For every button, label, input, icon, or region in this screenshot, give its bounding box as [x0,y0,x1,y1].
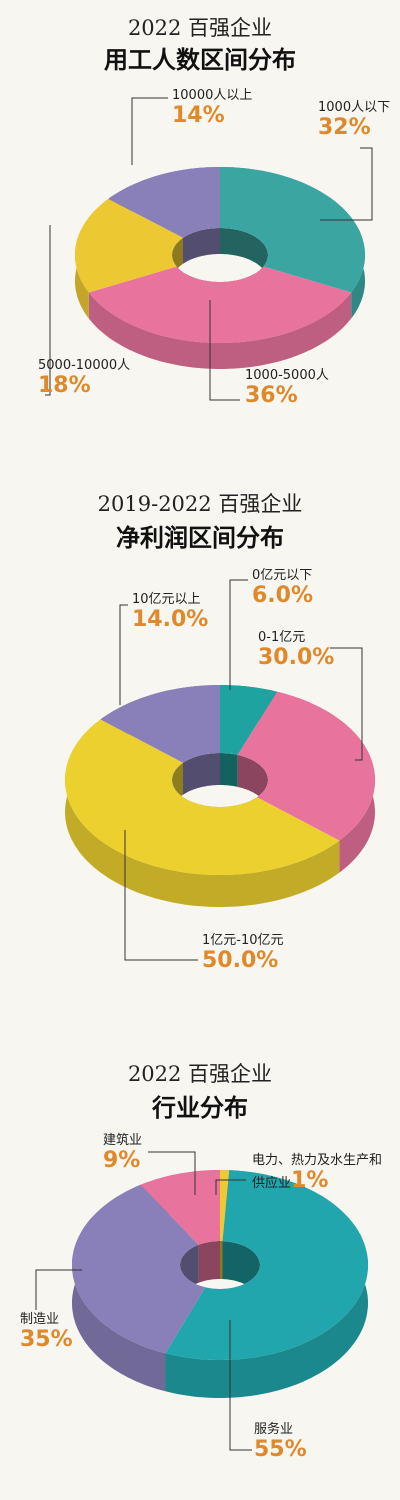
slice-label: 建筑业 9% [103,1133,142,1173]
leader-line [229,1320,252,1451]
slice-inner-wall [183,228,220,264]
slice-inner-wall [220,1241,223,1279]
value-label: 50.0% [202,948,279,974]
value-label: 14% [172,103,225,129]
leader-line [131,97,168,165]
category-label: 1000人以下 [318,100,391,115]
slice-inner-wall [237,754,268,807]
slice-inner-wall [220,228,268,282]
title-text: 用工人数区间分布 [104,46,296,74]
leader-line [215,1179,246,1195]
category-label: 10000人以上 [172,88,253,103]
slice-label: 5000-10000人 18% [38,358,130,398]
slice-inner-wall [180,1244,206,1289]
category-label: 5000-10000人 [38,358,131,373]
title-text: 行业分布 [152,1094,248,1122]
value-label: 14.0% [132,607,209,633]
value-label: 35% [20,1327,73,1353]
value-label: 1% [291,1168,329,1194]
value-label: 18% [38,373,91,399]
leader-line [229,579,248,690]
slice [165,1170,368,1360]
leader-line [148,1151,196,1195]
slice-label: 1000-5000人 36% [245,368,329,408]
slice-label: 0亿元以下 6.0% [252,568,313,608]
slice-label: 1亿元-10亿元 50.0% [202,933,284,973]
slice [220,1170,230,1241]
slice-side [65,719,340,907]
leader-line [320,147,373,221]
slice [237,691,375,841]
chart-title: 行业分布 [0,1088,400,1123]
category-label: 0亿元以下 [252,568,313,583]
value-label: 32% [318,115,371,141]
subtitle-text: 2022 百强企业 [127,16,273,40]
value-label: 6.0% [252,583,314,609]
value-label: 36% [245,383,298,409]
category-label: 电力、热力及水生产和供应业 [252,1153,383,1192]
category-label: 建筑业 [103,1133,143,1148]
slice-label: 制造业 35% [20,1312,73,1352]
subtitle-text: 2022 百强企业 [127,1062,273,1086]
subtitle-text: 2019-2022 百强企业 [97,492,303,516]
chart-title: 净利润区间分布 [0,518,400,553]
category-label: 服务业 [254,1422,294,1437]
slice-label: 电力、热力及水生产和供应业1% [252,1153,382,1193]
slice [220,685,278,755]
slice-inner-wall [183,753,220,795]
leader-line [330,647,363,761]
chart-title: 用工人数区间分布 [0,40,400,75]
slice-label: 服务业 55% [254,1422,307,1462]
slice [140,1170,220,1245]
chart-subtitle: 2019-2022 百强企业 [0,488,400,518]
leader-line [35,1269,82,1310]
category-label: 10亿元以上 [132,592,201,607]
slice-side [88,292,352,369]
leader-line [45,225,51,396]
slice-label: 10亿元以上 14.0% [132,592,208,632]
category-label: 1亿元-10亿元 [202,933,284,948]
chart-subtitle: 2022 百强企业 [0,1058,400,1088]
value-label: 55% [254,1437,307,1463]
title-text: 净利润区间分布 [116,524,284,552]
slice [220,167,365,293]
slice-label: 0-1亿元 30.0% [258,630,334,670]
chart-subtitle: 2022 百强企业 [0,12,400,42]
category-label: 制造业 [20,1312,60,1327]
slice-label: 1000人以下 32% [318,100,390,140]
leader-line [209,300,240,401]
leader-line [124,830,198,961]
category-label: 0-1亿元 [258,630,306,645]
value-label: 9% [103,1148,141,1174]
value-label: 30.0% [258,645,335,671]
slice-inner-wall [205,1241,260,1289]
slice [100,685,220,763]
slice-label: 10000人以上 14% [172,88,252,128]
slice [65,719,340,875]
slice [72,1184,206,1354]
leader-line [119,604,128,705]
category-label: 1000-5000人 [245,368,329,383]
slice-inner-wall [198,1241,220,1283]
slice [75,198,183,293]
slice [108,167,220,238]
slice [88,266,352,343]
slice-inner-wall [220,753,238,787]
